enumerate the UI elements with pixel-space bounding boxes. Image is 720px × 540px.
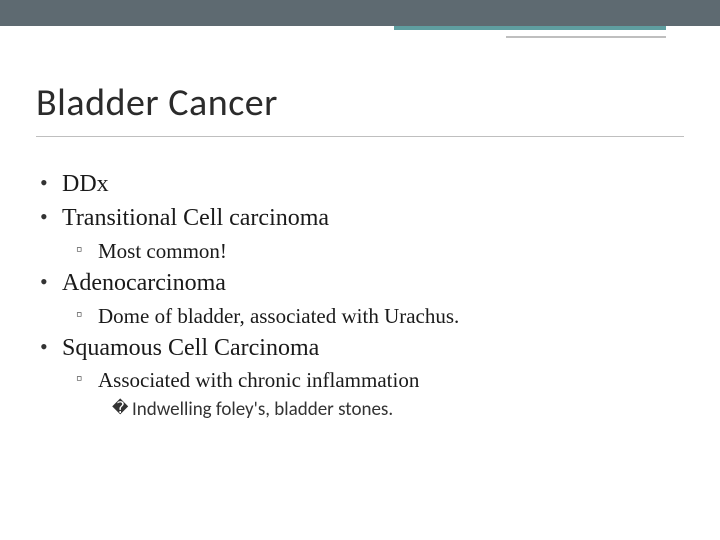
bullet-lvl2: Most common! bbox=[36, 237, 684, 265]
bullet-lvl2: Dome of bladder, associated with Urachus… bbox=[36, 302, 684, 330]
bullet-lvl1: DDx bbox=[36, 168, 684, 200]
top-bar bbox=[0, 0, 720, 26]
accent-underline bbox=[394, 26, 666, 30]
accent-underline-light bbox=[506, 36, 666, 38]
slide: Bladder Cancer DDx Transitional Cell car… bbox=[0, 0, 720, 540]
bullet-lvl1: Squamous Cell Carcinoma bbox=[36, 332, 684, 364]
slide-title: Bladder Cancer bbox=[36, 80, 684, 137]
bullet-lvl2: Associated with chronic inflammation bbox=[36, 366, 684, 394]
bullet-lvl1: Adenocarcinoma bbox=[36, 267, 684, 299]
bullet-lvl3: Indwelling foley's, bladder stones. bbox=[36, 397, 684, 423]
slide-content: DDx Transitional Cell carcinoma Most com… bbox=[36, 168, 684, 424]
bullet-lvl1: Transitional Cell carcinoma bbox=[36, 202, 684, 234]
